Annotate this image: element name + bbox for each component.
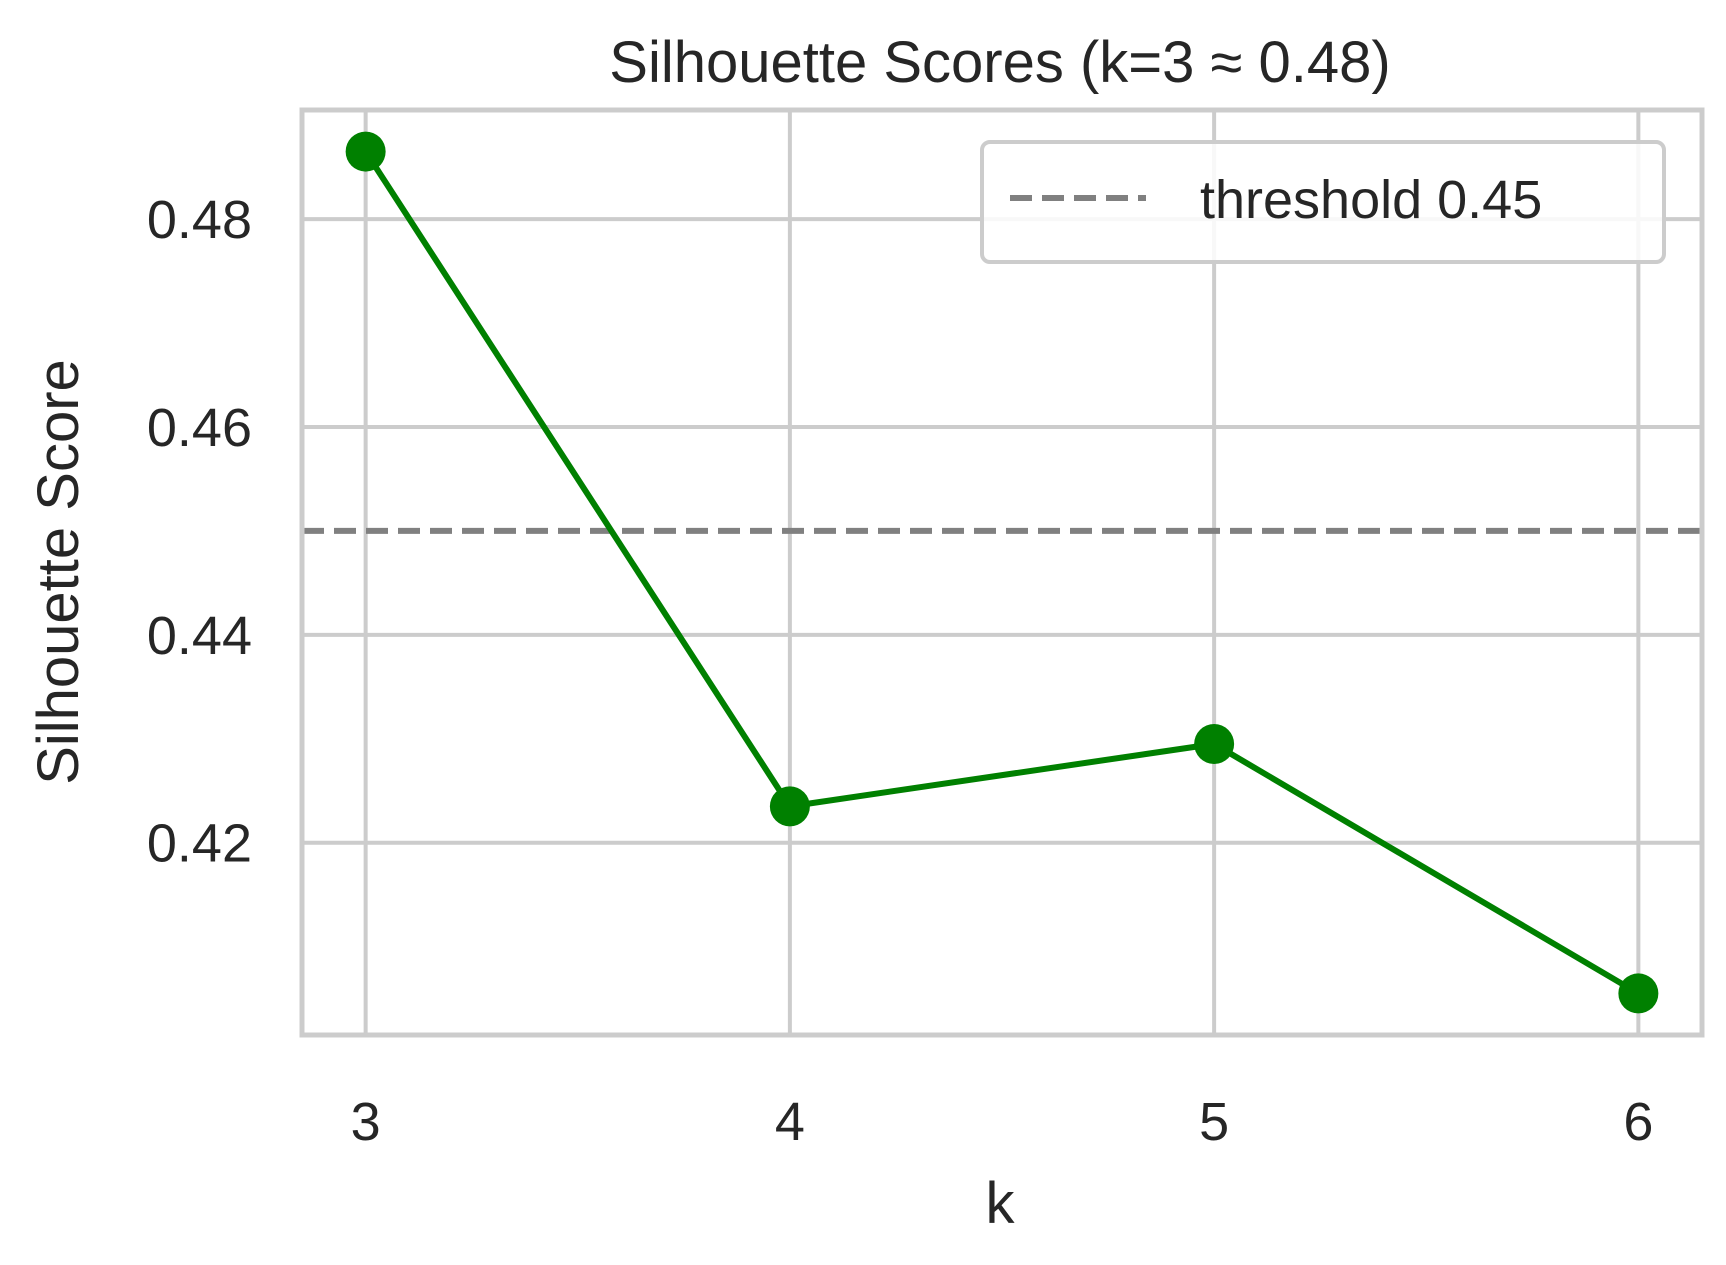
- legend-box: [980, 140, 1666, 264]
- x-tick-label: 4: [775, 1092, 805, 1152]
- y-tick-labels: 0.42 0.44 0.46 0.48: [147, 190, 252, 874]
- plot-frame: [299, 107, 1705, 1038]
- data-point: [345, 131, 386, 172]
- x-tick-label: 3: [351, 1092, 381, 1152]
- x-tick-labels: 3 4 5 6: [351, 1092, 1654, 1152]
- y-tick-label: 0.44: [147, 606, 252, 666]
- x-axis-label: k: [986, 1171, 1016, 1236]
- x-tick-label: 6: [1623, 1092, 1653, 1152]
- chart-title: Silhouette Scores (k=3 ≈ 0.48): [609, 30, 1390, 95]
- x-tick-label: 5: [1199, 1092, 1229, 1152]
- data-point: [1618, 973, 1659, 1014]
- legend-threshold-label: threshold 0.45: [1200, 170, 1542, 230]
- y-tick-label: 0.46: [147, 398, 252, 458]
- grid: [302, 110, 1702, 1035]
- y-tick-label: 0.48: [147, 190, 252, 250]
- legend: threshold 0.45: [980, 140, 1666, 264]
- y-axis-label: Silhouette Score: [26, 359, 91, 785]
- y-tick-label: 0.42: [147, 814, 252, 874]
- series: [345, 131, 1659, 1014]
- data-point: [769, 786, 810, 827]
- series-line: [363, 149, 1640, 997]
- data-point: [1194, 723, 1235, 764]
